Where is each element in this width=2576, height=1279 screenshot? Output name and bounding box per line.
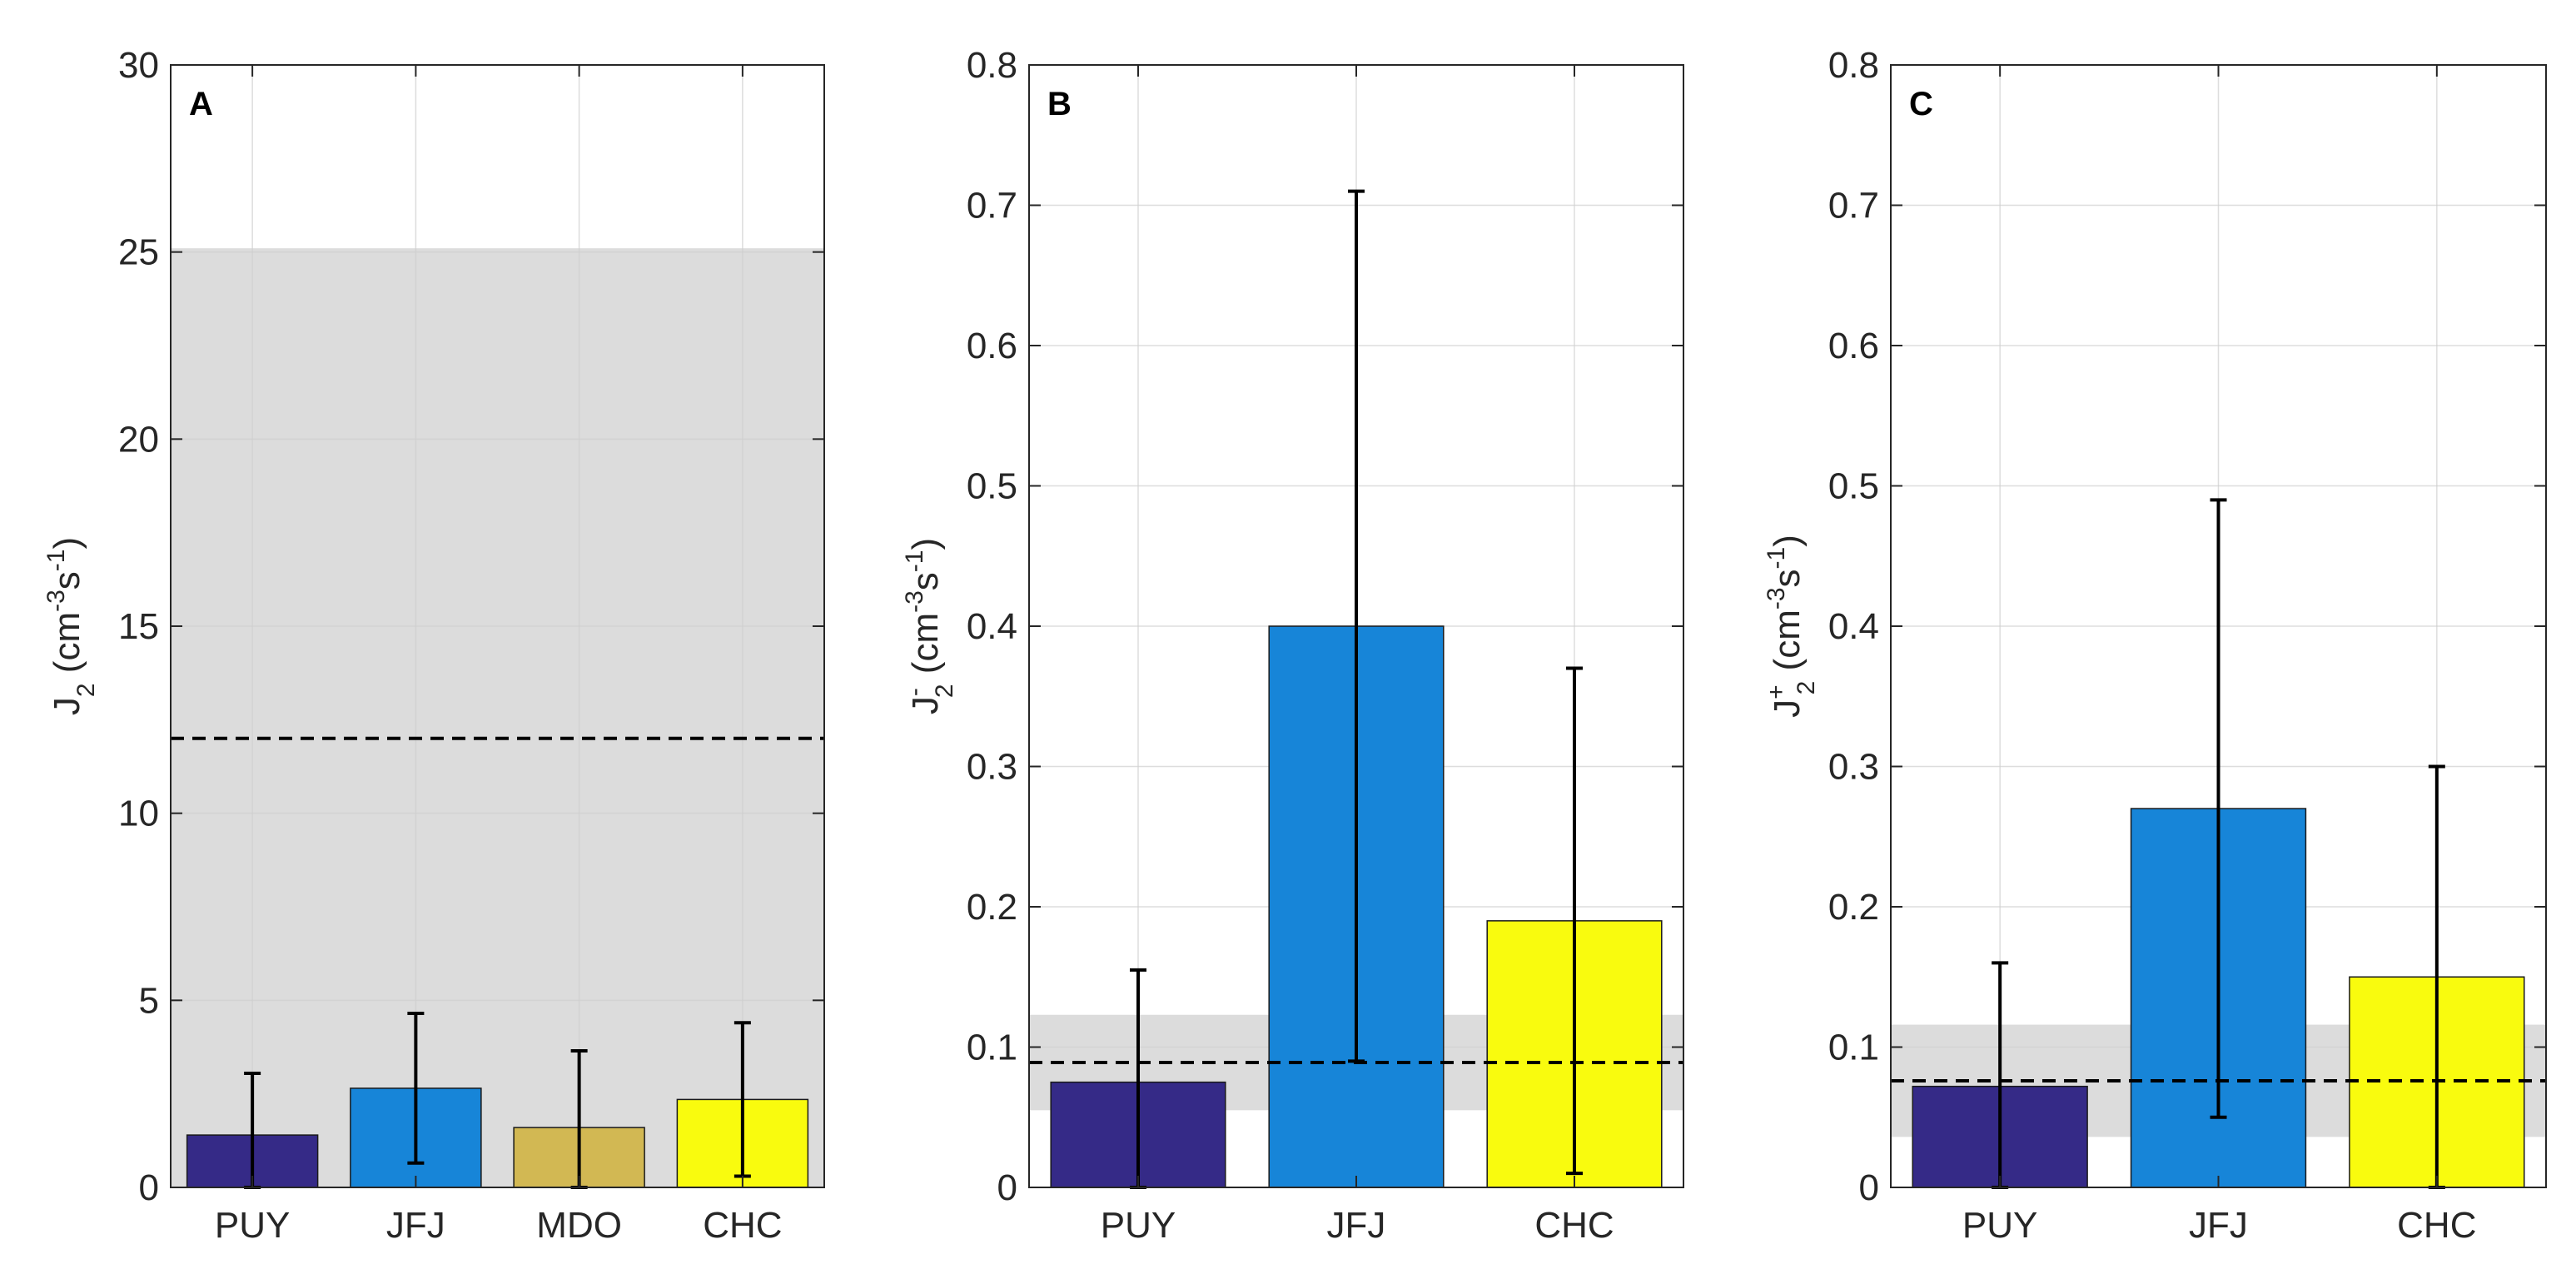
x-tick-label: CHC bbox=[1534, 1205, 1614, 1246]
x-tick-label: PUY bbox=[215, 1205, 290, 1246]
y-tick-label: 30 bbox=[118, 45, 159, 86]
y-tick-label: 0.5 bbox=[967, 466, 1017, 507]
y-axis-label-part: J bbox=[905, 696, 946, 714]
y-tick-label: 0.4 bbox=[1828, 606, 1879, 647]
y-axis-label: J2 (cm-3s-1) bbox=[42, 537, 100, 715]
panel-letter: B bbox=[1047, 86, 1072, 122]
y-axis-label-part: 2 bbox=[72, 683, 100, 697]
panel-letter: A bbox=[189, 86, 213, 122]
y-tick-label: 0 bbox=[1859, 1167, 1879, 1208]
y-axis-label-part: -3 bbox=[901, 590, 928, 613]
y-axis-label-part: J bbox=[47, 697, 87, 715]
y-tick-label: 0.5 bbox=[1828, 466, 1879, 507]
reference-band bbox=[171, 248, 824, 1187]
y-axis-label-part: -1 bbox=[1763, 547, 1790, 570]
y-tick-label: 0.3 bbox=[967, 747, 1017, 788]
y-tick-label: 0.7 bbox=[1828, 186, 1879, 226]
y-tick-label: 25 bbox=[118, 232, 159, 273]
x-tick-label: CHC bbox=[2397, 1205, 2476, 1246]
y-tick-label: 0.2 bbox=[1828, 887, 1879, 928]
y-axis-label-part: s bbox=[905, 572, 946, 590]
y-axis-label: J- 2 (cm-3s-1) bbox=[901, 538, 958, 714]
y-axis-label-part: ) bbox=[905, 538, 946, 550]
x-tick-label: CHC bbox=[703, 1205, 782, 1246]
y-axis-label-part: - bbox=[901, 688, 928, 696]
x-tick-label: MDO bbox=[536, 1205, 622, 1246]
y-axis-label-part: ) bbox=[47, 537, 87, 550]
y-tick-label: 0 bbox=[997, 1167, 1017, 1208]
y-axis-label-part: -1 bbox=[901, 550, 928, 573]
x-tick-label: PUY bbox=[1101, 1205, 1176, 1246]
y-tick-label: 20 bbox=[118, 419, 159, 460]
y-axis-label: J+ 2 (cm-3s-1) bbox=[1763, 535, 1820, 718]
panel-b: 0 0.1 0.2 0.3 0.4 0.5 0.6 0.7 0.8 PUY JFJ CHC B J- 2 (… bbox=[901, 45, 1684, 1246]
y-axis-label-part: -3 bbox=[42, 590, 70, 612]
x-tick-label: JFJ bbox=[1327, 1205, 1386, 1246]
y-axis-label-part: J bbox=[1767, 699, 1808, 718]
y-axis-label-part: 2 bbox=[931, 684, 958, 698]
y-axis-label-part: (cm bbox=[1767, 610, 1808, 681]
y-tick-label: 0.1 bbox=[967, 1028, 1017, 1068]
y-axis-label-part: -3 bbox=[1763, 587, 1790, 610]
y-axis-label-part: s bbox=[1767, 569, 1808, 587]
y-axis-label-part: (cm bbox=[905, 613, 946, 684]
y-tick-label: 0.4 bbox=[967, 606, 1017, 647]
y-tick-label: 0.2 bbox=[967, 887, 1017, 928]
panel-letter: C bbox=[1909, 86, 1933, 122]
y-axis-label-part: 2 bbox=[1793, 681, 1820, 695]
x-tick-label: PUY bbox=[1962, 1205, 2037, 1246]
panel-a: 0 5 10 15 20 25 30 PUY JFJ MDO CHC A J2 (cm-3s-1) bbox=[42, 45, 825, 1246]
panel-c: 0 0.1 0.2 0.3 0.4 0.5 0.6 0.7 0.8 PUY JFJ CHC C J+ 2 (… bbox=[1763, 45, 2547, 1246]
y-axis-label-part: + bbox=[1763, 684, 1790, 699]
y-tick-label: 0.6 bbox=[1828, 326, 1879, 366]
y-tick-label: 0.8 bbox=[1828, 45, 1879, 86]
x-tick-label: JFJ bbox=[386, 1205, 445, 1246]
y-axis-label-part: s bbox=[47, 571, 87, 590]
x-tick-label: JFJ bbox=[2189, 1205, 2248, 1246]
y-tick-label: 0.8 bbox=[967, 45, 1017, 86]
y-tick-label: 0.1 bbox=[1828, 1028, 1879, 1068]
y-axis-label-part: -1 bbox=[42, 550, 70, 572]
y-tick-label: 0.3 bbox=[1828, 747, 1879, 788]
y-tick-label: 5 bbox=[139, 980, 159, 1021]
y-tick-label: 0.6 bbox=[967, 326, 1017, 366]
y-axis-label-part: ) bbox=[1767, 535, 1808, 547]
y-tick-label: 15 bbox=[118, 606, 159, 647]
y-axis-label-part: (cm bbox=[47, 612, 87, 684]
y-tick-label: 10 bbox=[118, 794, 159, 834]
y-tick-label: 0 bbox=[139, 1167, 159, 1208]
y-tick-label: 0.7 bbox=[967, 186, 1017, 226]
